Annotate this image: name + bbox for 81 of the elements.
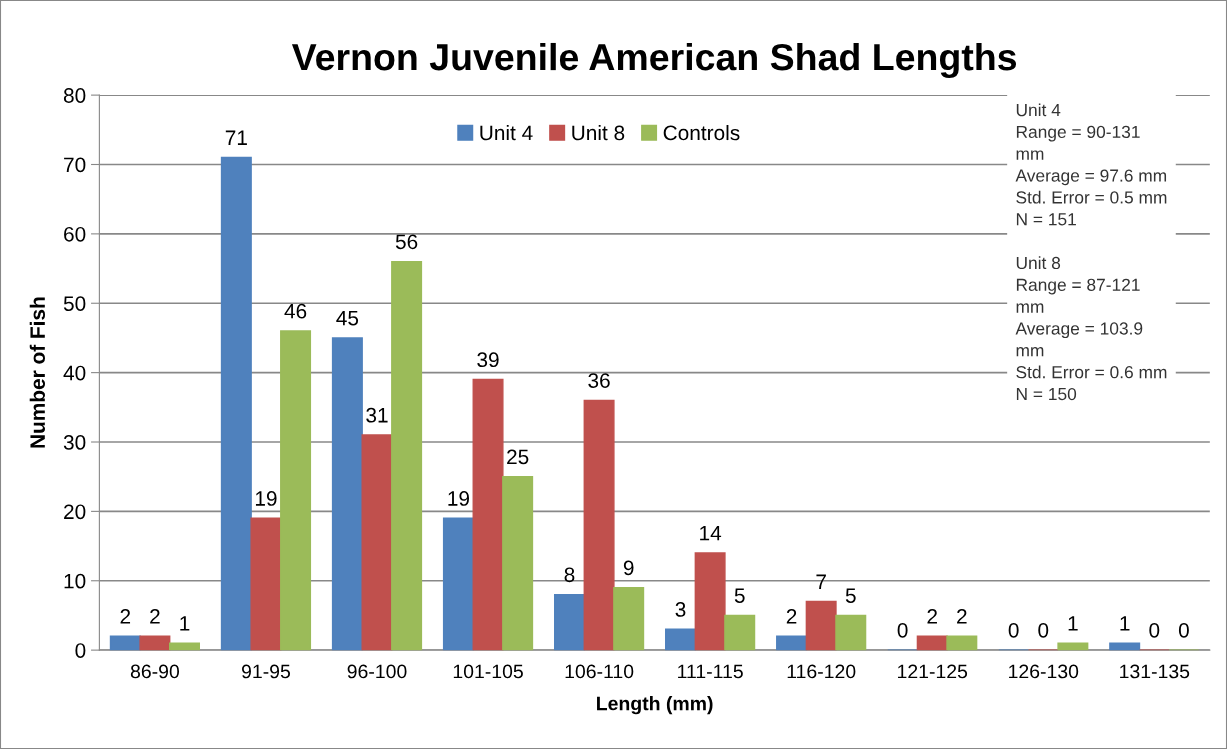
data-label: 56 [395, 234, 418, 250]
y-tick-label: 70 [64, 157, 86, 173]
data-label: 25 [507, 449, 529, 465]
data-label: 5 [734, 588, 745, 603]
text: Unit 4 Range = 90-131 mm Average = 97.6 mm Std. Error = 0.5 mm N = 151 Unit 8 Range = 87-121 mm Average = 103.9 mm Std. Error = 0.6 mm N = 150 [1015, 103, 1167, 401]
data-label: 19 [255, 491, 277, 506]
data-label: 36 [588, 373, 610, 388]
data-label: 0 [1008, 622, 1019, 638]
data-label: 1 [180, 616, 190, 631]
data-label: 14 [700, 526, 722, 541]
x-tick-label: 131-135 [1120, 664, 1190, 679]
x-tick-label: 91-95 [242, 664, 291, 679]
y-tick-label: 40 [63, 365, 86, 381]
bar [502, 475, 534, 651]
y-tick-label: 50 [63, 296, 86, 312]
bar [139, 635, 171, 651]
data-label: 0 [1038, 622, 1049, 638]
bar [805, 600, 837, 651]
bar [553, 593, 585, 651]
y-tick-label: 20 [64, 504, 86, 520]
data-label: 2 [150, 609, 160, 624]
x-tick-label: 126-130 [1009, 664, 1079, 679]
y-tick-label: 10 [64, 573, 86, 589]
data-label: 46 [284, 303, 307, 319]
y-tick-label: 60 [64, 226, 86, 242]
bar [613, 586, 645, 651]
data-label: 3 [675, 602, 686, 617]
legend-label: Unit 4 [480, 124, 533, 141]
x-tick-label: 96-100 [347, 664, 407, 679]
data-label: 2 [120, 609, 131, 624]
x-tick-label: 101-105 [453, 664, 523, 679]
data-label: 1 [1068, 616, 1078, 631]
x-tick-label: 106-110 [565, 664, 634, 679]
bar [472, 378, 504, 651]
data-label: 2 [786, 609, 797, 624]
x-tick-label: 86-90 [130, 664, 180, 679]
data-label: 9 [623, 560, 634, 576]
x-tick-label: 116-120 [787, 664, 856, 679]
data-label: 8 [564, 567, 575, 583]
bar [946, 635, 978, 651]
bar [331, 337, 363, 651]
x-tick-label: 121-125 [898, 664, 968, 679]
bar [694, 552, 726, 651]
data-label: 1 [1120, 616, 1130, 631]
data-label: 0 [1178, 622, 1189, 638]
data-label: 39 [477, 352, 499, 368]
bar [280, 330, 312, 651]
bar [583, 399, 615, 651]
bar [169, 642, 201, 651]
data-label: 31 [366, 407, 388, 423]
y-tick-label: 0 [75, 643, 86, 658]
legend-label: Unit 8 [572, 124, 625, 141]
data-label: 71 [225, 130, 247, 145]
data-label: 5 [845, 588, 856, 603]
bar [665, 628, 697, 651]
data-label: 2 [927, 609, 937, 624]
bar [361, 434, 393, 651]
y-axis-title: Number of Fish [29, 297, 46, 448]
bar [442, 517, 474, 651]
data-label: 0 [1149, 622, 1160, 638]
bar [835, 614, 867, 651]
chart-title: Vernon Juvenile American Shad Lengths [291, 42, 1017, 79]
bar [1109, 642, 1141, 651]
bar [1057, 642, 1089, 651]
bar [109, 635, 141, 651]
data-label: 19 [448, 491, 470, 506]
data-label: 45 [336, 310, 359, 326]
x-axis-title: Length (mm) [597, 696, 713, 715]
bar [220, 156, 252, 651]
y-tick-label: 80 [63, 88, 86, 103]
x-tick-label: 111-115 [678, 664, 743, 679]
legend-label: Controls [663, 124, 740, 141]
bar [391, 260, 423, 651]
y-tick-label: 30 [63, 435, 86, 450]
bar [916, 635, 948, 651]
bar [250, 517, 282, 651]
data-label: 7 [816, 574, 826, 589]
data-label: 2 [957, 609, 967, 624]
data-label: 0 [897, 622, 908, 638]
bar [776, 635, 808, 651]
bar [724, 614, 756, 651]
